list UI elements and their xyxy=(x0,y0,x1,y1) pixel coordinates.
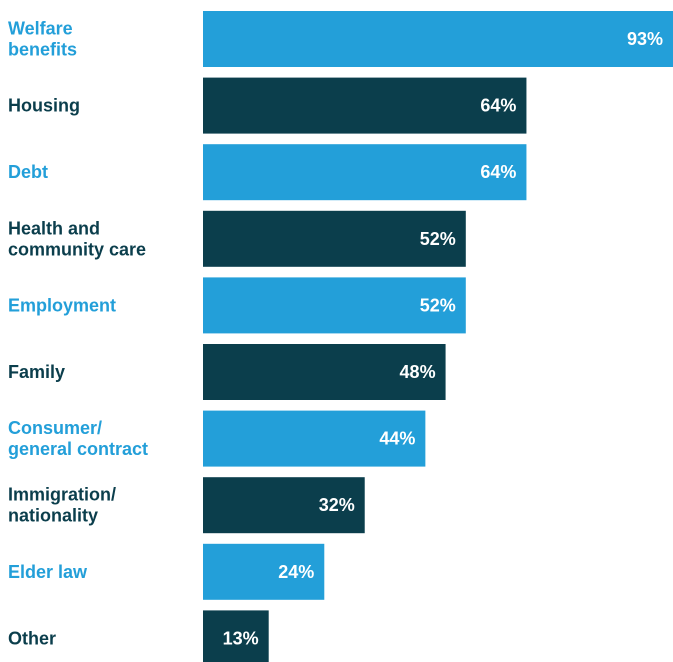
category-label: Employment xyxy=(8,295,116,315)
bar-value-label: 24% xyxy=(278,562,314,582)
category-label: Debt xyxy=(8,162,48,182)
bar-value-label: 52% xyxy=(420,295,456,315)
bar-value-label: 44% xyxy=(379,429,415,449)
category-label: Other xyxy=(8,628,56,648)
category-label: Health and community care xyxy=(8,218,146,259)
category-label: Immigration/nationality xyxy=(8,485,116,526)
category-label: Elder law xyxy=(8,562,88,582)
bar xyxy=(203,78,526,134)
category-label: Family xyxy=(8,362,65,382)
bar xyxy=(203,144,526,200)
category-label: Consumer/general contract xyxy=(8,418,148,459)
bar-value-label: 64% xyxy=(480,96,516,116)
bar-value-label: 93% xyxy=(627,29,663,49)
bar-value-label: 64% xyxy=(480,162,516,182)
category-label: Welfare benefits xyxy=(8,19,77,60)
bar-value-label: 13% xyxy=(223,628,259,648)
bar-value-label: 52% xyxy=(420,229,456,249)
bar xyxy=(203,11,673,67)
category-label: Housing xyxy=(8,96,80,116)
bar-value-label: 48% xyxy=(400,362,436,382)
bar-value-label: 32% xyxy=(319,495,355,515)
